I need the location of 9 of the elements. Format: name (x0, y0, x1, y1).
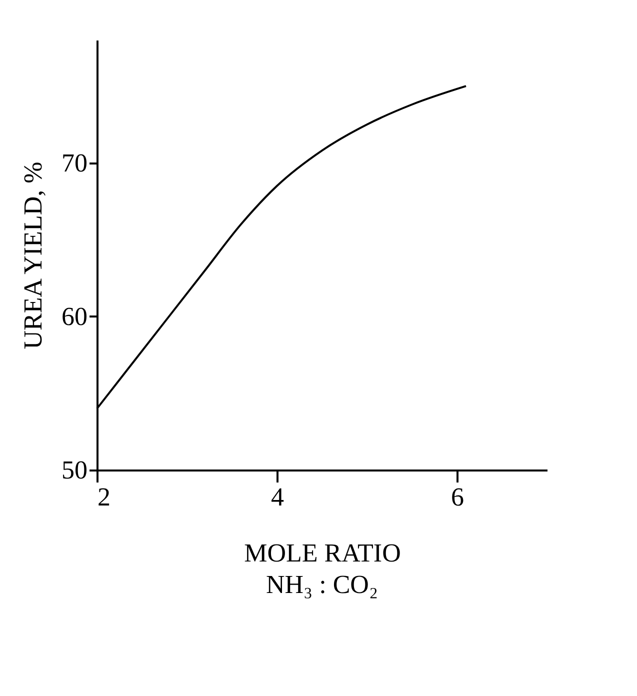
x-axis-title: MOLE RATIO (244, 538, 401, 568)
y-tick-label: 60 (62, 302, 88, 331)
x-tick-label: 4 (271, 482, 284, 512)
x-tick-label: 2 (98, 482, 110, 512)
y-tick-label: 50 (62, 456, 88, 484)
y-axis-title: UREA YIELD, % (18, 162, 48, 350)
x-tick-label: 6 (451, 482, 464, 512)
y-tick-label: 70 (62, 148, 88, 178)
text: NH₃ : CO₂ (266, 570, 378, 599)
